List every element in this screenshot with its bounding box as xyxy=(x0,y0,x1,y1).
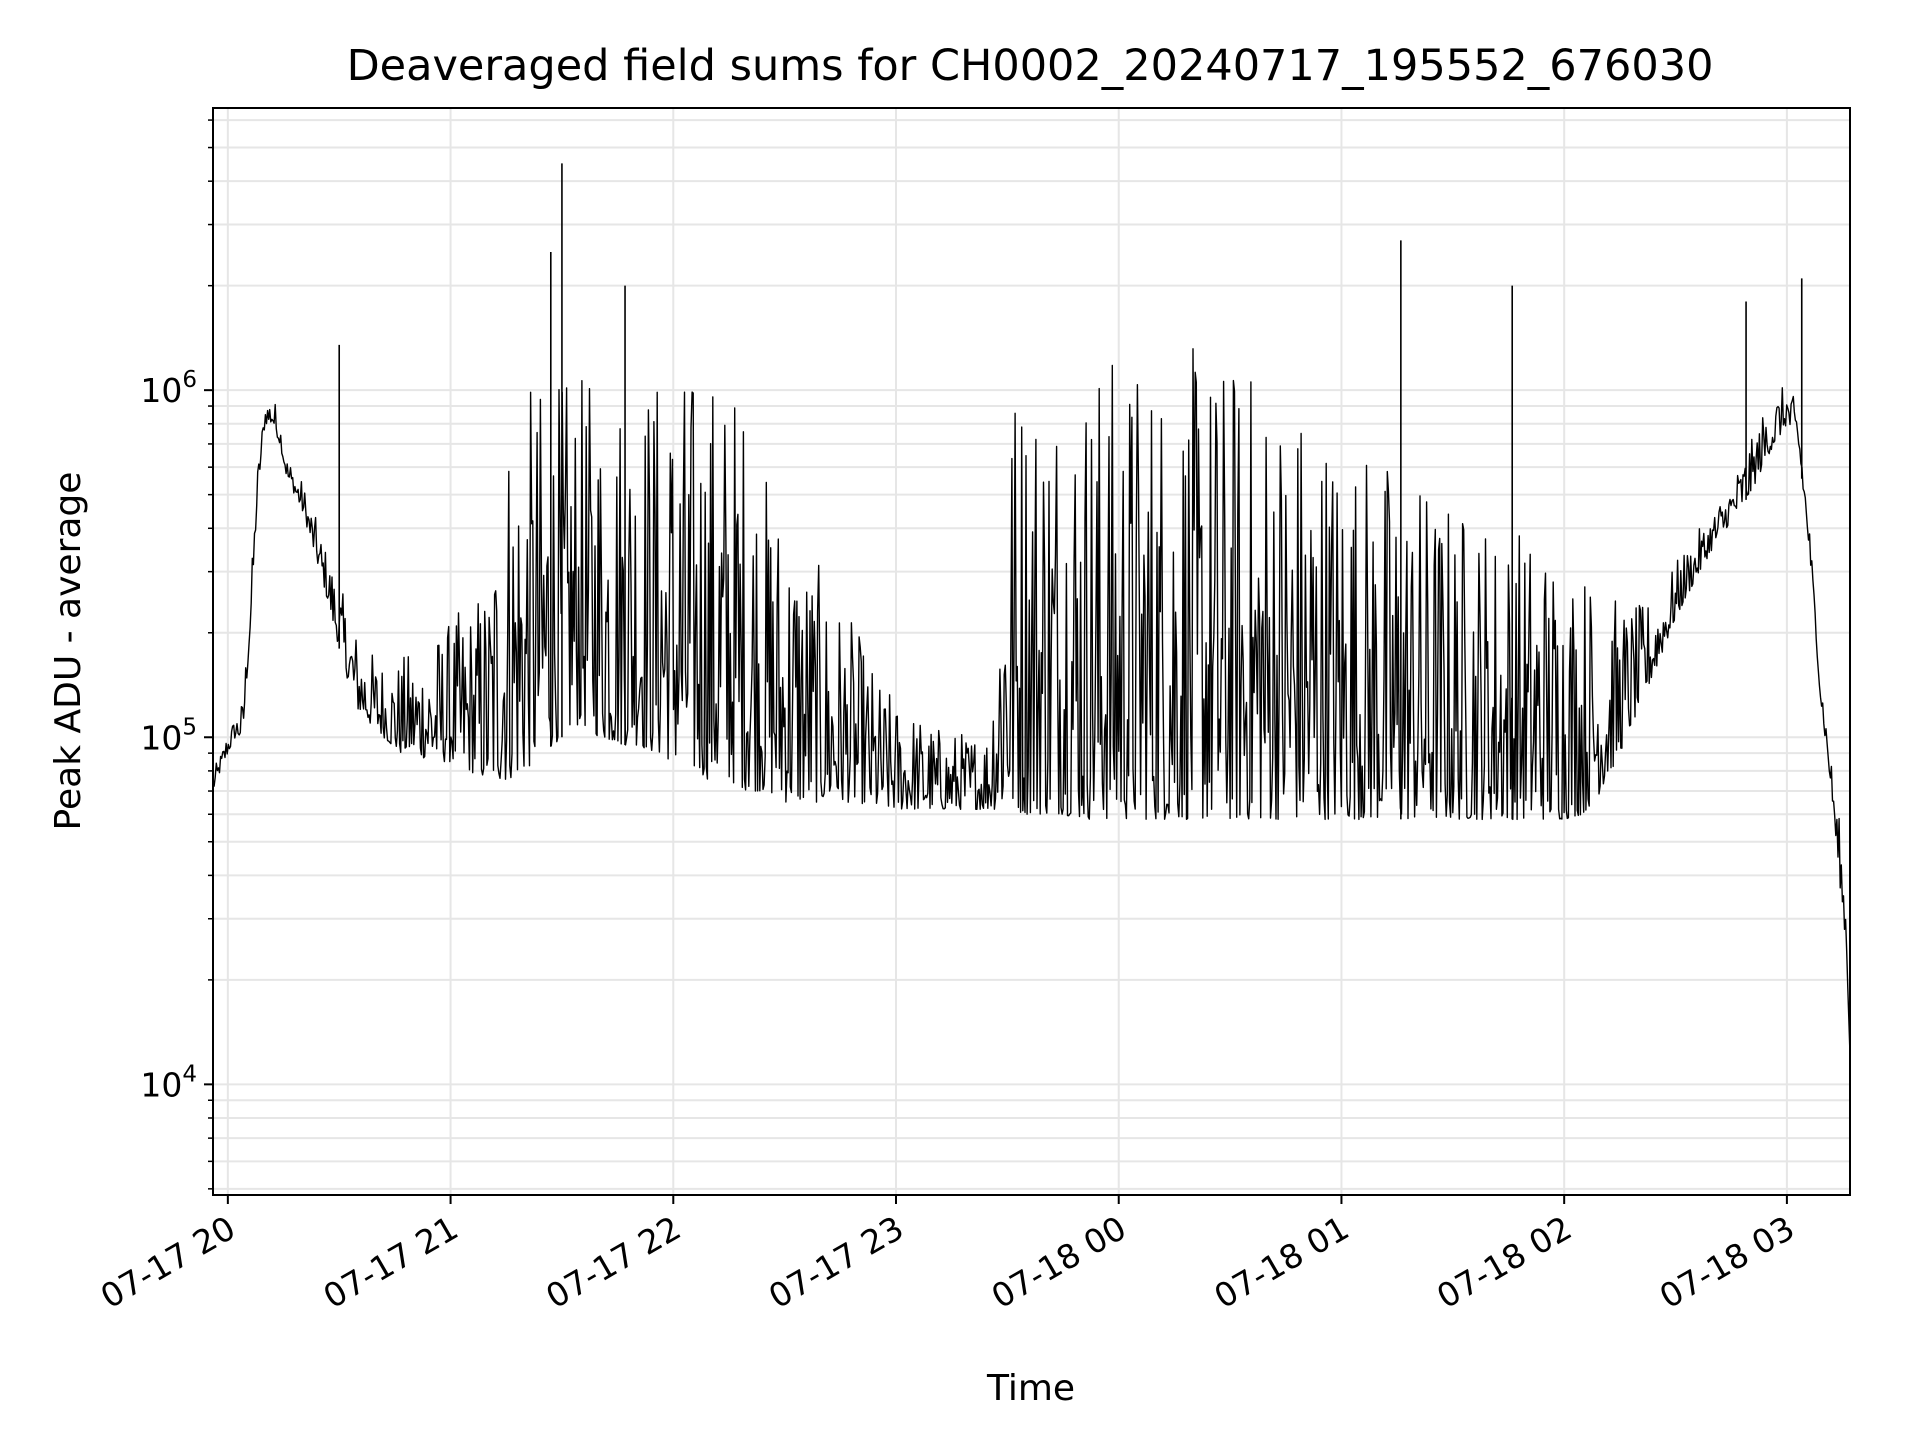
series-line xyxy=(212,348,1851,1056)
y-tick-exponent: 5 xyxy=(182,714,197,740)
data-area xyxy=(212,163,1851,1056)
y-tick-exponent: 6 xyxy=(182,367,197,393)
y-tick-label: 105 xyxy=(140,714,197,757)
y-tick-base: 10 xyxy=(140,1065,182,1104)
y-tick-base: 10 xyxy=(140,371,182,410)
y-tick-base: 10 xyxy=(140,718,182,757)
plot-frame xyxy=(212,107,1851,1196)
y-tick-exponent: 4 xyxy=(182,1061,197,1087)
x-axis-label: Time xyxy=(986,1368,1075,1409)
y-axis-label: Peak ADU - average xyxy=(48,472,89,831)
chart-title: Deaveraged field sums for CH0002_2024071… xyxy=(347,41,1714,91)
y-tick-label: 104 xyxy=(140,1061,197,1104)
y-tick-label: 106 xyxy=(140,367,197,410)
